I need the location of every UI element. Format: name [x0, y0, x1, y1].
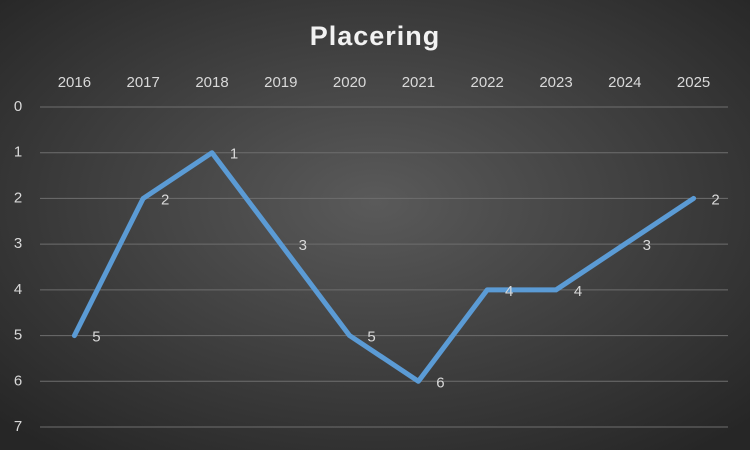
y-tick-label: 4	[14, 281, 22, 298]
y-tick-label: 1	[14, 144, 22, 161]
x-tick-label: 2024	[608, 74, 641, 91]
data-label: 2	[711, 191, 719, 208]
x-tick-label: 2025	[677, 74, 710, 91]
y-tick-label: 7	[14, 418, 22, 435]
x-tick-label: 2018	[195, 74, 228, 91]
x-tick-label: 2020	[333, 74, 366, 91]
data-label: 4	[574, 283, 582, 300]
x-tick-label: 2021	[402, 74, 435, 91]
x-tick-label: 2017	[127, 74, 160, 91]
data-label: 6	[436, 374, 444, 391]
data-label: 3	[299, 237, 307, 254]
y-tick-label: 0	[14, 98, 22, 115]
y-tick-label: 6	[14, 372, 22, 389]
data-label: 1	[230, 146, 238, 163]
data-label: 5	[367, 329, 375, 346]
data-label: 5	[92, 329, 100, 346]
chart-title: Placering	[310, 21, 441, 51]
data-label: 4	[505, 283, 513, 300]
data-label: 3	[643, 237, 651, 254]
y-tick-label: 3	[14, 235, 22, 252]
x-tick-label: 2016	[58, 74, 91, 91]
x-tick-label: 2022	[471, 74, 504, 91]
x-tick-label: 2019	[264, 74, 297, 91]
line	[71, 150, 697, 384]
y-tick-label: 2	[14, 189, 22, 206]
x-tick-label: 2023	[539, 74, 572, 91]
y-tick-label: 5	[14, 327, 22, 344]
data-label: 2	[161, 191, 169, 208]
